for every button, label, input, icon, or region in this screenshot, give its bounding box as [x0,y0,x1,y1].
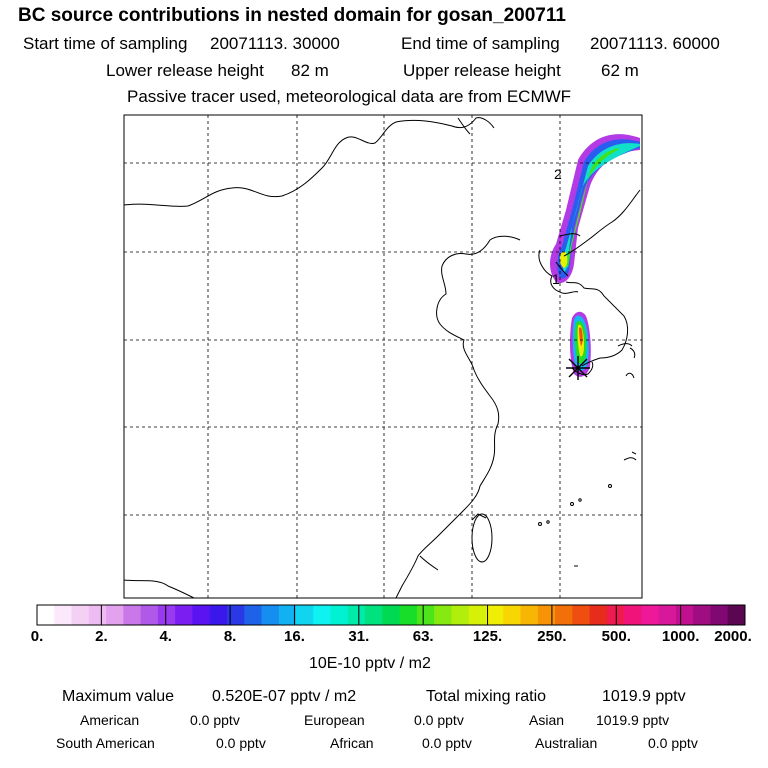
colorbar-tick-label: 4. [159,628,172,645]
colorbar-tick-label: 63. [412,628,434,645]
australian-label: Australian [535,735,598,751]
colorbar-tick-label: 2. [95,628,108,645]
colorbar-cell [140,605,159,625]
colorbar-cell [347,605,366,625]
end-time-value: 20071113. 60000 [590,34,720,53]
asian-value: 1019.9 pptv [596,712,670,728]
colorbar-cell [520,605,539,625]
colorbar-cell [641,605,660,625]
colorbar-frame [36,604,746,626]
colorbar-cell [503,605,521,625]
european-label: European [304,712,365,728]
colorbar-cell [693,605,711,625]
tracer-note: Passive tracer used, meteorological data… [127,87,572,106]
colorbar-cell [261,605,280,625]
lat-lon-grid [124,115,642,598]
colorbar-tick-label: 250. [537,628,567,645]
south-american-value: 0.0 pptv [216,735,266,751]
colorbar-cell [555,605,573,625]
colorbar-cell [244,605,262,625]
american-value: 0.0 pptv [190,712,240,728]
colorbar-cell [485,605,504,625]
upper-release-label: Upper release height [403,61,561,80]
colorbar-cell [451,605,470,625]
colorbar-tick-label: 125. [472,628,503,645]
max-value: 0.520E-07 pptv / m2 [212,688,357,705]
colorbar-units: 10E-10 pptv / m2 [309,655,431,672]
colorbar-cell [226,605,245,625]
total-mixing-value: 1019.9 pptv [602,688,686,705]
colorbar-cell [399,605,418,625]
australian-value: 0.0 pptv [648,735,698,751]
colorbar-cell [313,605,331,625]
colorbar-tick-label: 500. [601,628,631,645]
colorbar-cell [209,605,228,625]
colorbar-cell [658,605,677,625]
lower-release-value: 82 m [291,61,329,80]
total-mixing-label: Total mixing ratio [426,688,547,705]
coastlines [124,117,641,598]
colorbar-cell [296,605,314,625]
colorbar-tick-label: 2000. [714,628,752,645]
colorbar-cell [157,605,176,625]
colorbar-cell [589,605,608,625]
european-value: 0.0 pptv [414,712,464,728]
colorbar-cell [710,605,729,625]
colorbar-cell [537,605,556,625]
colorbar-cell [123,605,142,625]
colorbar-cell [330,605,349,625]
colorbar-tick-label: 0. [30,628,44,645]
start-time-value: 20071113. 30000 [210,34,340,53]
end-time-label: End time of sampling [401,34,560,53]
colorbar-cell [572,605,590,625]
colorbar-cell [606,605,625,625]
contour-label-1: 1 [552,271,560,287]
max-value-label: Maximum value [62,688,175,705]
colorbar-cell [88,605,107,625]
upper-release-value: 62 m [601,61,639,80]
colorbar-cell [382,605,401,625]
plume-north [550,134,640,284]
colorbar-cell [416,605,435,625]
contour-label-2: 2 [554,166,562,182]
lower-release-label: Lower release height [106,61,264,80]
colorbar-tick-label: 31. [348,628,370,645]
african-label: African [330,735,374,751]
colorbar-cell [106,605,124,625]
colorbar-cell [624,605,642,625]
plot-title: BC source contributions in nested domain… [18,5,566,26]
colorbar-cell [434,605,452,625]
map-frame [123,114,643,599]
colorbar-cell [675,605,694,625]
colorbar-cell [71,605,90,625]
south-american-label: South American [56,735,155,751]
colorbar-tick-label: 16. [284,628,305,645]
colorbar-cell [54,605,72,625]
start-time-label: Start time of sampling [23,34,188,53]
colorbar-cell [727,605,746,625]
african-value: 0.0 pptv [422,735,472,751]
colorbar-tick-label: 1000. [661,628,700,645]
colorbar-tick-label: 8. [223,628,237,645]
colorbar-cell [365,605,383,625]
american-label: American [80,712,140,728]
asian-label: Asian [529,712,565,728]
colorbar-cell [175,605,193,625]
colorbar-cell [37,605,55,625]
colorbar-cell [192,605,211,625]
colorbar-cell [278,605,297,625]
star-marker [566,356,590,380]
colorbar-cell [468,605,487,625]
